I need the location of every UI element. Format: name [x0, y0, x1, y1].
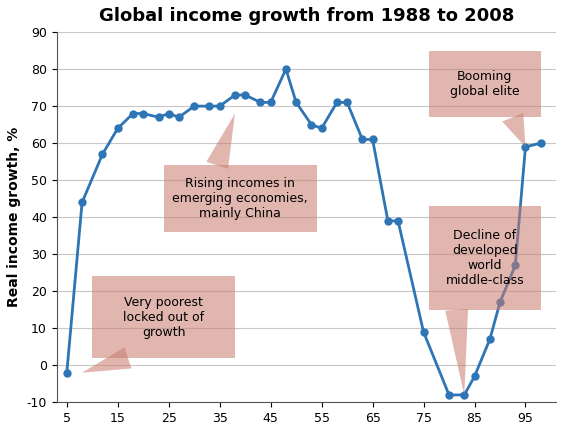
Title: Global income growth from 1988 to 2008: Global income growth from 1988 to 2008: [99, 7, 514, 25]
Polygon shape: [82, 347, 132, 373]
Text: Booming
global elite: Booming global elite: [450, 70, 520, 98]
FancyBboxPatch shape: [164, 165, 316, 232]
Polygon shape: [206, 114, 235, 169]
Text: Decline of
developed
world
middle-class: Decline of developed world middle-class: [445, 229, 524, 287]
Polygon shape: [445, 309, 468, 395]
Y-axis label: Real income growth, %: Real income growth, %: [7, 127, 21, 307]
Text: Rising incomes in
emerging economies,
mainly China: Rising incomes in emerging economies, ma…: [172, 177, 308, 220]
FancyBboxPatch shape: [428, 206, 541, 310]
FancyBboxPatch shape: [428, 51, 541, 117]
Text: Very poorest
locked out of
growth: Very poorest locked out of growth: [123, 295, 204, 339]
FancyBboxPatch shape: [92, 276, 235, 358]
Polygon shape: [502, 113, 525, 147]
